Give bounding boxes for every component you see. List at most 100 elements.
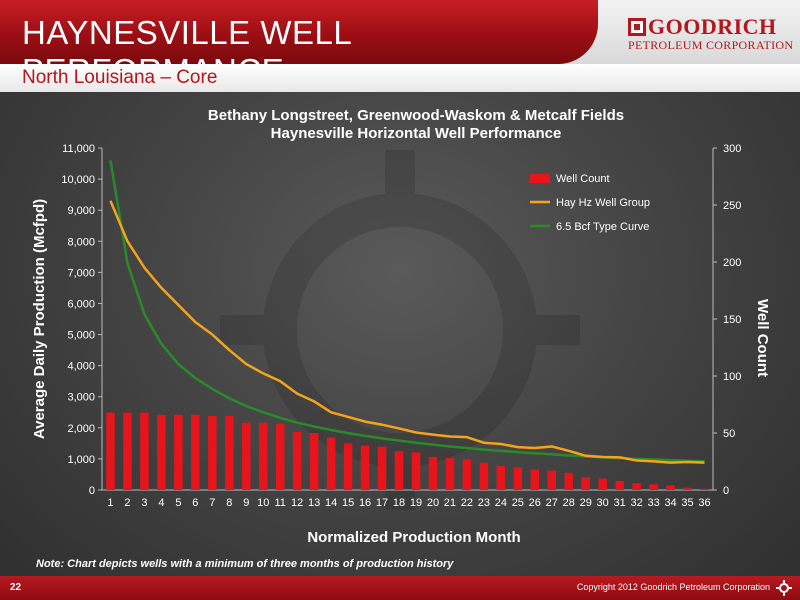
well-count-bar: [106, 412, 115, 490]
well-count-bar: [174, 414, 183, 490]
y-tick-label: 8,000: [67, 236, 95, 248]
y2-tick-label: 200: [723, 257, 741, 269]
y-tick-label: 2,000: [67, 423, 95, 435]
legend-label: 6.5 Bcf Type Curve: [556, 221, 649, 233]
x-tick-label: 4: [158, 497, 164, 509]
well-count-bar: [394, 451, 404, 490]
copyright-text: Copyright 2012 Goodrich Petroleum Corpor…: [576, 582, 770, 592]
y-tick-label: 1,000: [67, 454, 95, 466]
hay-hz-line: [109, 200, 705, 464]
well-count-bar: [700, 488, 709, 490]
x-tick-label: 13: [308, 497, 320, 509]
well-count-bar: [140, 412, 149, 490]
x-tick-label: 28: [563, 497, 575, 509]
x-tick-label: 26: [529, 497, 541, 509]
logo-mark-icon: [628, 18, 646, 36]
well-count-bar: [411, 452, 421, 490]
well-count-bar: [615, 480, 624, 490]
chart-subtitle: Haynesville Horizontal Well Performance: [271, 125, 562, 142]
legend-label: Well Count: [556, 173, 610, 185]
x-tick-label: 11: [274, 497, 285, 509]
chart-note: Note: Chart depicts wells with a minimum…: [36, 558, 454, 570]
well-count-bar: [496, 466, 506, 490]
x-tick-label: 33: [647, 497, 659, 509]
well-count-bar: [666, 485, 675, 490]
chart-title: Bethany Longstreet, Greenwood-Waskom & M…: [208, 107, 624, 124]
compass-icon: [776, 580, 792, 596]
x-tick-label: 32: [631, 497, 643, 509]
well-count-bar: [581, 477, 590, 490]
well-count-bar: [479, 462, 489, 490]
x-tick-label: 10: [257, 497, 269, 509]
x-tick-label: 17: [376, 497, 388, 509]
x-tick-label: 6: [192, 497, 198, 509]
well-count-bar: [462, 459, 472, 490]
well-count-bar: [649, 484, 658, 490]
well-count-bar: [564, 472, 573, 490]
logo-tagline: PETROLEUM CORPORATION: [628, 38, 794, 52]
well-count-bar: [343, 443, 353, 490]
legend-label: Hay Hz Well Group: [556, 197, 650, 209]
y-tick-label: 10,000: [61, 174, 95, 186]
well-count-bar: [326, 437, 336, 490]
y-tick-label: 4,000: [67, 361, 95, 373]
x-tick-label: 8: [226, 497, 232, 509]
x-tick-label: 16: [359, 497, 371, 509]
x-tick-label: 34: [664, 497, 676, 509]
well-count-bar: [428, 456, 438, 490]
page-number: 22: [10, 582, 22, 593]
well-count-bar: [275, 423, 285, 490]
x-tick-label: 19: [410, 497, 422, 509]
well-count-bar: [258, 422, 268, 490]
y-tick-label: 11,000: [62, 143, 95, 155]
chart: Bethany Longstreet, Greenwood-Waskom & M…: [31, 107, 771, 546]
header: HAYNESVILLE WELL PERFORMANCE GOODRICH PE…: [0, 0, 800, 89]
x-tick-label: 15: [342, 497, 354, 509]
y-tick-label: 3,000: [67, 392, 95, 404]
x-tick-label: 12: [291, 497, 303, 509]
legend-swatch-well-count: [530, 174, 550, 183]
y2-axis-label: Well Count: [754, 299, 771, 377]
watermark-icon: [220, 150, 580, 510]
logo-name: GOODRICH: [648, 14, 777, 39]
x-tick-label: 35: [681, 497, 693, 509]
x-tick-label: 25: [512, 497, 524, 509]
well-count-bar: [445, 458, 455, 490]
well-count-bar: [191, 414, 200, 490]
y2-tick-label: 50: [723, 428, 735, 440]
y-tick-label: 6,000: [67, 298, 95, 310]
x-tick-label: 7: [209, 497, 215, 509]
well-count-bar: [377, 446, 387, 490]
x-tick-label: 36: [698, 497, 710, 509]
x-tick-label: 1: [107, 497, 113, 509]
x-tick-label: 21: [444, 497, 456, 509]
well-count-bar: [225, 415, 234, 490]
x-tick-label: 29: [580, 497, 592, 509]
x-tick-label: 22: [461, 497, 473, 509]
well-count-bar: [530, 469, 540, 490]
well-count-bar: [683, 487, 692, 490]
title-bar: HAYNESVILLE WELL PERFORMANCE: [0, 0, 598, 89]
y2-tick-label: 100: [723, 371, 741, 383]
y-tick-label: 0: [89, 485, 95, 497]
x-tick-label: 18: [393, 497, 405, 509]
well-count-bar: [360, 445, 370, 490]
well-count-bar: [208, 415, 217, 490]
well-count-bar: [292, 431, 302, 490]
subtitle-bar: North Louisiana – Core: [0, 64, 800, 92]
well-count-bar: [123, 412, 132, 490]
x-tick-label: 2: [124, 497, 130, 509]
y-tick-label: 7,000: [67, 267, 95, 279]
y2-tick-label: 250: [723, 200, 741, 212]
x-tick-label: 27: [546, 497, 558, 509]
well-count-bar: [632, 483, 641, 490]
x-tick-label: 30: [597, 497, 609, 509]
x-tick-label: 23: [478, 497, 490, 509]
x-tick-label: 31: [614, 497, 626, 509]
x-tick-label: 20: [427, 497, 439, 509]
y-tick-label: 9,000: [67, 205, 95, 217]
well-count-bar: [309, 433, 319, 490]
company-logo: GOODRICH PETROLEUM CORPORATION: [628, 16, 793, 52]
well-count-bar: [157, 414, 166, 490]
